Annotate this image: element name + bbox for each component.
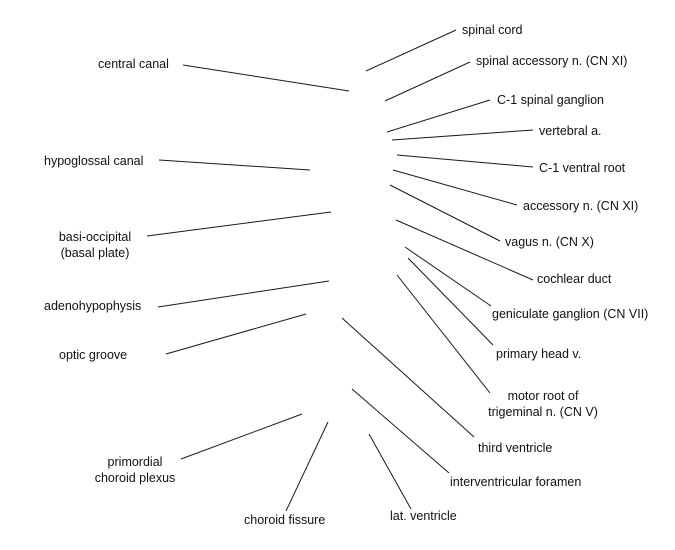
label-primordial-choroid-plexus: primordial choroid plexus	[70, 454, 200, 486]
leader-motor-root	[396, 274, 491, 394]
label-primordial-line2: choroid plexus	[94, 471, 176, 485]
leader-hypoglossal-canal	[158, 159, 311, 171]
label-motor-root: motor root of trigeminal n. (CN V)	[468, 388, 618, 420]
leader-accessory-n	[392, 169, 518, 206]
label-basi-occipital-line2: (basal plate)	[60, 246, 130, 260]
leader-spinal-cord	[365, 29, 457, 72]
label-third-ventricle: third ventricle	[478, 441, 553, 455]
label-c1-spinal-ganglion: C-1 spinal ganglion	[497, 93, 605, 107]
leader-basi-occipital	[146, 211, 332, 237]
label-vertebral-a: vertebral a.	[539, 124, 602, 138]
leader-vertebral-a	[391, 129, 534, 141]
leader-choroid-fissure	[285, 421, 329, 512]
leader-primary-head-v	[407, 257, 494, 346]
label-motor-root-line1: motor root of	[507, 389, 579, 403]
leader-primordial-choroid-plexus	[180, 413, 303, 460]
leader-lat-ventricle	[368, 433, 412, 510]
label-adenohypophysis: adenohypophysis	[44, 299, 142, 313]
label-geniculate-ganglion: geniculate ganglion (CN VII)	[492, 307, 649, 321]
label-central-canal: central canal	[98, 57, 169, 71]
label-optic-groove: optic groove	[59, 348, 128, 362]
label-primordial-line1: primordial	[107, 455, 163, 469]
label-c1-ventral-root: C-1 ventral root	[539, 161, 626, 175]
leader-c1-spinal-ganglion	[386, 99, 491, 133]
label-spinal-cord: spinal cord	[462, 23, 523, 37]
label-spinal-accessory: spinal accessory n. (CN XI)	[476, 54, 628, 68]
leader-c1-ventral-root	[396, 154, 534, 168]
label-primary-head-v: primary head v.	[496, 347, 582, 361]
leader-vagus-n	[389, 184, 501, 242]
label-lat-ventricle: lat. ventricle	[390, 509, 457, 523]
leader-interventricular-foramen	[351, 388, 450, 474]
label-basi-occipital: basi-occipital (basal plate)	[30, 229, 160, 261]
label-interventricular-foramen: interventricular foramen	[450, 475, 582, 489]
label-accessory-n: accessory n. (CN XI)	[523, 199, 639, 213]
leader-spinal-accessory	[384, 61, 471, 102]
leader-geniculate-ganglion	[404, 246, 492, 307]
leader-optic-groove	[165, 313, 307, 355]
label-basi-occipital-line1: basi-occipital	[58, 230, 132, 244]
leader-adenohypophysis	[157, 280, 330, 308]
label-hypoglossal-canal: hypoglossal canal	[44, 154, 144, 168]
leader-cochlear-duct	[395, 219, 534, 281]
leader-third-ventricle	[341, 317, 475, 438]
leader-central-canal	[182, 64, 350, 92]
label-motor-root-line2: trigeminal n. (CN V)	[488, 405, 598, 419]
label-choroid-fissure: choroid fissure	[244, 513, 326, 527]
label-vagus-n: vagus n. (CN X)	[505, 235, 594, 249]
label-cochlear-duct: cochlear duct	[537, 272, 612, 286]
